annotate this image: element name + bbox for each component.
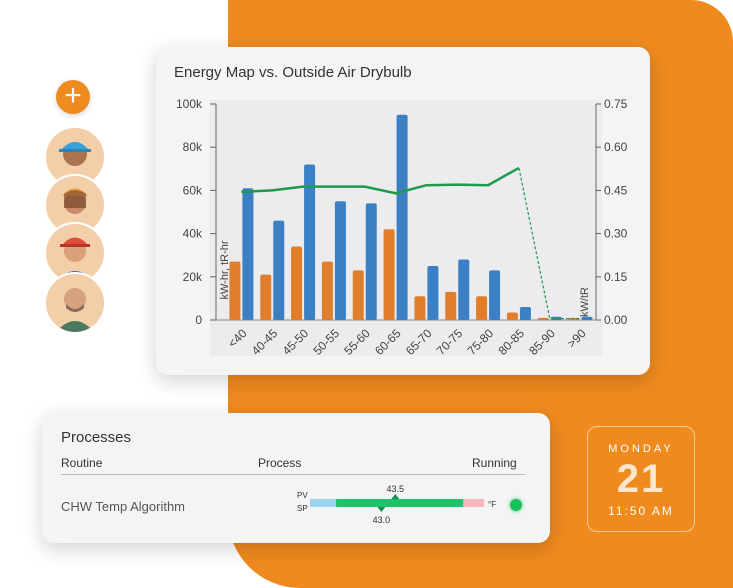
bar-kwhr	[365, 203, 377, 320]
bar-trhr	[291, 246, 303, 320]
bar-kwhr	[396, 114, 408, 320]
y-tick-label: 0	[195, 313, 202, 327]
y2-tick-label: 0.60	[604, 140, 628, 154]
bar-kwhr	[334, 201, 346, 320]
bar-trhr	[260, 274, 272, 320]
y-tick-label: 20k	[183, 270, 203, 284]
gauge-track-ok	[336, 499, 464, 507]
sp-label: SP	[297, 504, 308, 513]
bar-kwhr	[458, 259, 470, 320]
y-tick-label: 100k	[176, 97, 203, 111]
energy-chart: 0 20k 40k 60k 80k 100k 0.00 0.15 0.30 0.45 0.60 0.7…	[176, 97, 628, 358]
y2-tick-label: 0.45	[604, 183, 628, 197]
worker-avatar-icon	[56, 288, 94, 332]
bar-kwhr	[273, 220, 285, 320]
bar-trhr	[537, 317, 549, 320]
sp-marker	[377, 507, 386, 512]
date-widget: MONDAY 21 11:50 AM	[587, 426, 695, 532]
y2-tick-label: 0.00	[604, 313, 628, 327]
pv-value: 43.5	[386, 484, 404, 494]
bar-trhr	[229, 261, 241, 320]
column-header-routine: Routine	[61, 456, 103, 470]
y2-axis-label: kW/tR	[579, 287, 591, 317]
bar-trhr	[321, 261, 333, 320]
weekday: MONDAY	[608, 443, 674, 455]
sp-value: 43.0	[373, 515, 391, 525]
running-status-indicator	[510, 499, 522, 511]
gauge-track-low	[310, 499, 337, 507]
bar-kwhr	[427, 266, 439, 320]
processes-title: Processes	[61, 429, 132, 446]
y-tick-label: 60k	[183, 183, 203, 197]
y-axis-label: kW-hr, tR-hr	[219, 240, 231, 299]
time: 11:50 AM	[608, 504, 674, 518]
routine-name: CHW Temp Algorithm	[61, 499, 186, 514]
pv-marker	[391, 494, 400, 499]
y2-tick-label: 0.75	[604, 97, 628, 111]
line-kwtr-projection	[518, 167, 581, 320]
avatar[interactable]	[44, 272, 106, 334]
bar-trhr	[414, 296, 426, 320]
bar-kwhr	[242, 188, 254, 320]
pv-label: PV	[297, 491, 308, 500]
y-tick-label: 80k	[183, 140, 203, 154]
bar-trhr	[506, 312, 518, 320]
unit-label: °F	[488, 500, 496, 509]
day-number: 21	[616, 457, 666, 501]
process-gauge: PV SP 43.5 43.0 °F	[297, 484, 496, 525]
y-tick-label: 40k	[183, 227, 203, 241]
y2-tick-label: 0.15	[604, 270, 628, 284]
add-user-button[interactable]: +	[56, 80, 90, 114]
bar-kwhr	[581, 316, 593, 320]
line-kwtr	[241, 166, 520, 195]
chart-title: Energy Map vs. Outside Air Drybulb	[174, 64, 412, 81]
processes-card: Processes Routine Process Running CHW Te…	[42, 413, 550, 543]
bar-kwhr	[519, 307, 531, 320]
energy-chart-card: Energy Map vs. Outside Air Drybulb 0 20k 4…	[156, 47, 650, 375]
bar-trhr	[383, 229, 395, 320]
y2-tick-label: 0.30	[604, 227, 628, 241]
bar-trhr	[352, 270, 364, 320]
column-header-running: Running	[472, 456, 517, 470]
column-header-process: Process	[258, 456, 302, 470]
bar-kwhr	[489, 270, 501, 320]
bar-kwhr	[304, 164, 316, 320]
bar-trhr	[445, 291, 457, 320]
bar-trhr	[476, 296, 488, 320]
header-divider	[61, 474, 525, 475]
